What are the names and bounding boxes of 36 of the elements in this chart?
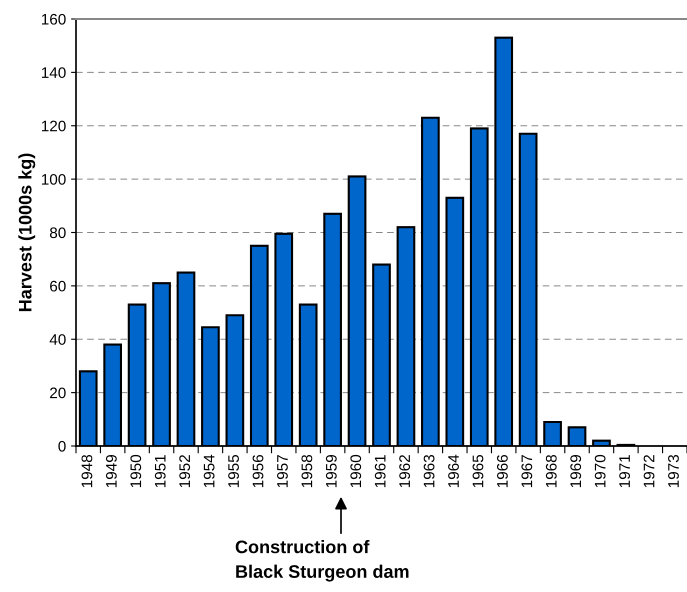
x-tick-label: 1956 [252,455,264,488]
x-tick-label: 1969 [570,455,582,488]
x-tick-label: 1967 [521,455,532,488]
y-tick-label: 80 [50,227,66,238]
x-tick-label: 1970 [594,454,606,488]
x-tick-label: 1971 [619,455,630,488]
x-tick-label: 1968 [546,454,557,488]
x-tick-label: 1960 [350,454,362,488]
x-tick-label: 1962 [399,455,410,488]
x-tick-label: 1949 [106,455,117,488]
x-tick-label: 1965 [472,454,484,488]
x-tick-label: 1952 [179,455,190,488]
text: Construction of Black Sturgeon dam [236,540,408,582]
x-tick-label: 1955 [228,454,239,488]
x-tick-label: 1963 [424,455,434,488]
x-tick-label: 1973 [668,455,679,488]
x-tick-label: 1954 [204,454,215,488]
y-tick-label: 160 [42,14,66,25]
y-tick-label: 40 [50,334,66,345]
x-tick-label: 1948 [82,454,92,488]
x-tick-label: 1950 [130,454,142,488]
x-tick-label: 1959 [326,455,337,488]
y-tick-label: 20 [50,387,66,398]
x-tick-label: 1972 [644,455,654,488]
x-tick-label: 1951 [154,455,166,488]
x-tick-label: 1958 [301,454,312,488]
y-tick-label: 100 [42,174,66,185]
y-tick-label: 60 [50,280,66,292]
y-tick-label: 0 [58,440,66,452]
x-tick-label: 1964 [448,454,459,488]
x-tick-label: 1966 [496,455,508,488]
x-tick-label: 1961 [374,455,386,488]
y-tick-label: 120 [42,120,66,132]
x-tick-label: 1957 [277,455,288,488]
y-tick-label: 140 [42,67,66,78]
y-axis-title: Harvest (1000s kg) [18,154,36,312]
